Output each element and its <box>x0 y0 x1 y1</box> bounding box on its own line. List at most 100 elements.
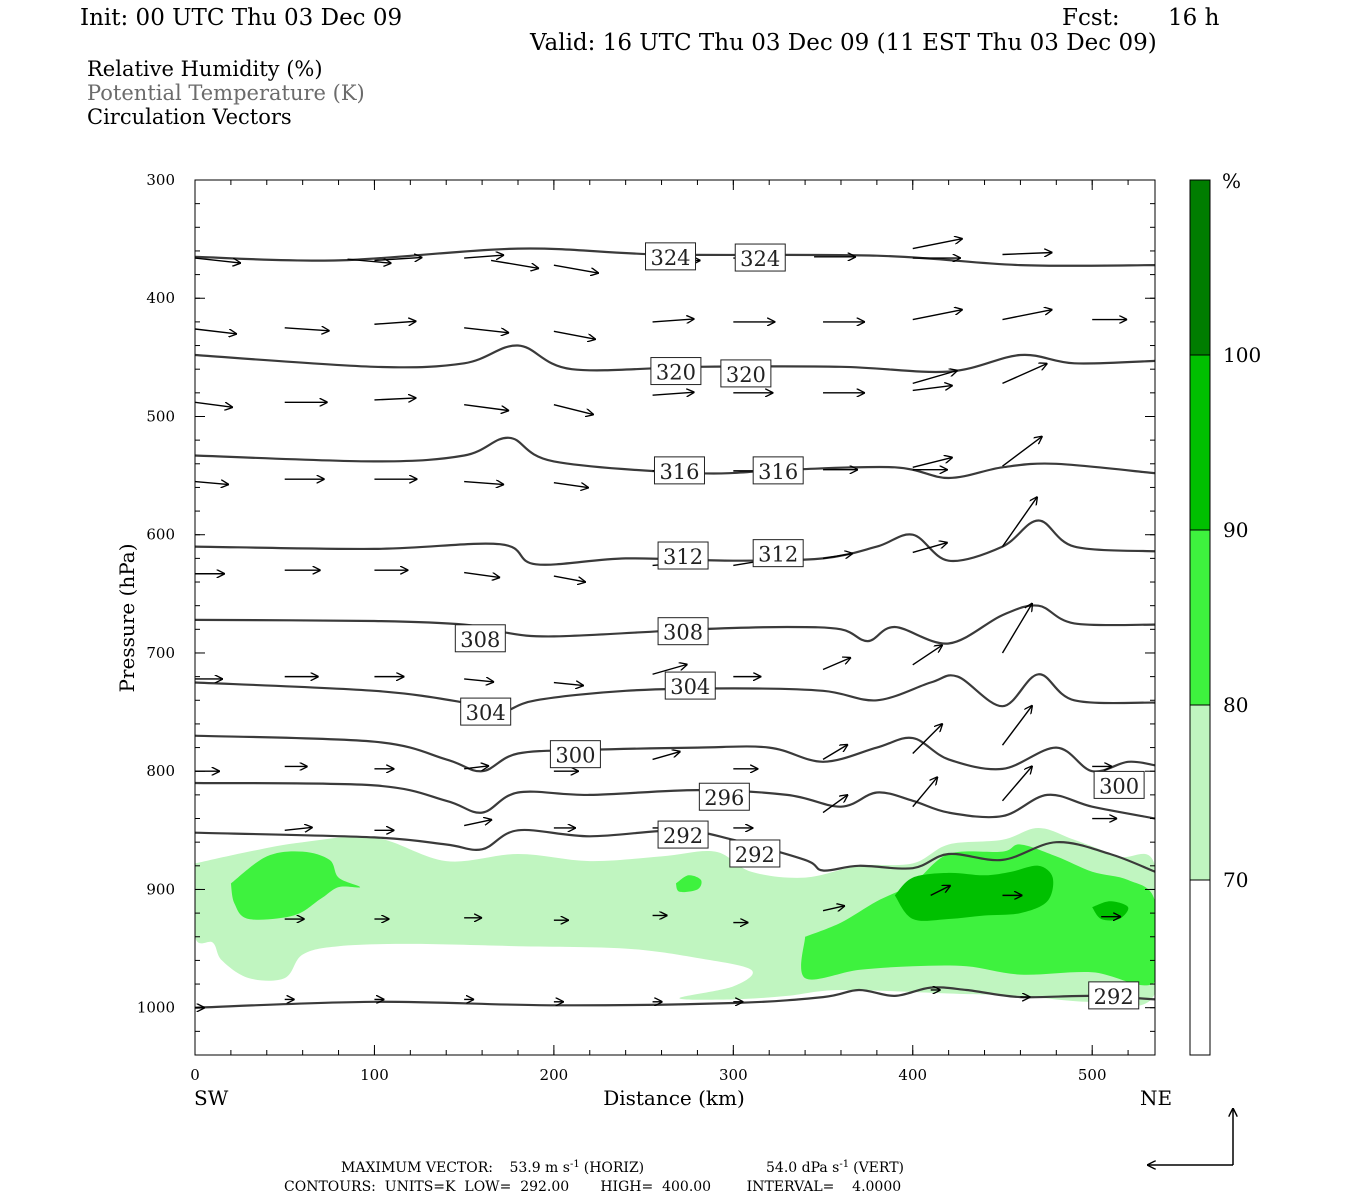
isentrope-300-6 <box>195 734 1155 773</box>
isentrope-label: 324 <box>740 247 780 271</box>
x-tick-label: 300 <box>719 1066 748 1084</box>
circulation-vector <box>374 257 422 260</box>
circulation-vector <box>553 330 596 339</box>
circulation-vector <box>1002 252 1052 254</box>
isentrope-label-box <box>657 617 709 646</box>
circulation-vector <box>553 575 586 582</box>
contours-info: CONTOURS: UNITS=K LOW= 292.00 HIGH= 400.… <box>284 1179 901 1195</box>
circulation-vector <box>284 328 330 331</box>
isentrope-label-box <box>734 243 786 272</box>
circulation-vector <box>822 795 848 814</box>
isentrope-label: 308 <box>460 628 500 652</box>
colorbar-segment <box>1190 180 1210 355</box>
circulation-vector <box>912 385 953 392</box>
colorbar-level-label: 90 <box>1223 518 1248 542</box>
circulation-vector <box>912 645 943 666</box>
svg-text:MAXIMUM VECTOR: 53.9 m s-1: MAXIMUM VECTOR: 53.9 m s-1 (HORIZ) <box>341 1159 644 1176</box>
circulation-vector <box>347 259 392 263</box>
circulation-vector <box>912 370 958 385</box>
x-tick-label: 200 <box>540 1066 569 1084</box>
isentrope-label: 320 <box>726 363 766 387</box>
colorbar-level-label: 70 <box>1223 868 1248 892</box>
isentrope-label-box <box>650 357 702 386</box>
isentrope-label-box <box>698 782 750 811</box>
circulation-vector <box>822 906 845 911</box>
colorbar-segment <box>1190 880 1210 1055</box>
circulation-vector <box>912 777 938 808</box>
circulation-vector <box>1002 310 1052 321</box>
colorbar-frame <box>1189 179 1211 1056</box>
y-tick-label: 800 <box>146 762 175 780</box>
circulation-vector <box>553 264 599 273</box>
axes: 0 100 200 300 400 500 300 400 500 600 700 800 900 100… <box>137 171 1155 1084</box>
circulation-vector <box>652 392 695 395</box>
x-tick-label: 100 <box>360 1066 389 1084</box>
isentrope-labels: 324 324 320 320 316 316 312 312 308 308 304 304 300 3… <box>454 242 1145 1010</box>
x-axis-title: Distance (km) <box>603 1086 745 1110</box>
isentrope-label-box <box>664 671 716 700</box>
max-vector-horiz: 53.9 m s <box>509 1160 570 1176</box>
rh-region-80-90-3 <box>675 875 702 893</box>
isentrope-label: 304 <box>670 675 710 699</box>
isentrope-label-box <box>729 839 781 868</box>
isentrope-label-box <box>1088 981 1140 1010</box>
circulation-vector <box>1002 436 1042 467</box>
circulation-vector <box>464 327 509 333</box>
vert-exponent: -1 <box>839 1159 849 1170</box>
circulation-vector <box>374 398 416 400</box>
isentrope-label-box <box>645 242 697 271</box>
isentrope-label-box <box>549 740 601 769</box>
circulation-vector <box>1001 497 1037 547</box>
horiz-unit: (HORIZ) <box>584 1160 644 1176</box>
isentrope-label-box <box>720 359 772 388</box>
isentrope-label: 312 <box>758 543 798 567</box>
circulation-vector <box>374 321 416 324</box>
colorbar-segment <box>1190 355 1210 530</box>
circulation-vector <box>652 751 681 761</box>
circulation-vector <box>464 766 489 769</box>
isentrope-label: 296 <box>704 786 744 810</box>
isentrope-label-box <box>454 624 506 653</box>
max-vector-label: MAXIMUM VECTOR: <box>341 1160 493 1176</box>
colorbar-level-label: 100 <box>1223 343 1261 367</box>
y-axis-title: Pressure (hPa) <box>115 544 139 693</box>
isentrope-316-2 <box>195 436 1155 480</box>
isentrope-label: 292 <box>1094 985 1134 1009</box>
isentrope-label: 324 <box>650 246 690 270</box>
y-tick-label: 400 <box>146 289 175 307</box>
circulation-vector <box>464 482 504 485</box>
circulation-vectors <box>195 239 1128 1008</box>
colorbar-unit: % <box>1222 169 1241 193</box>
x-tick-label: 0 <box>190 1066 200 1084</box>
circulation-vector <box>195 401 233 407</box>
isentrope-label: 300 <box>1099 774 1139 798</box>
isentrope-312-3 <box>195 519 1155 566</box>
horiz-exponent: -1 <box>570 1159 580 1170</box>
isentrope-296-7 <box>195 781 1155 820</box>
valid-time: Valid: 16 UTC Thu 03 Dec 09 (11 EST Thu … <box>530 30 1157 56</box>
isentrope-label-box <box>657 820 709 849</box>
isentrope-label: 292 <box>663 824 703 848</box>
isentrope-label: 316 <box>659 460 699 484</box>
circulation-vector <box>912 310 963 321</box>
circulation-vector <box>912 457 953 469</box>
isentrope-label: 308 <box>663 621 703 645</box>
circulation-vector <box>652 664 688 675</box>
colorbar-segment <box>1190 705 1210 880</box>
isentrope-label: 320 <box>656 361 696 385</box>
circulation-vector <box>912 723 943 754</box>
colorbar-level-label: 80 <box>1223 693 1248 717</box>
isentrope-label: 304 <box>466 701 506 725</box>
circulation-vector <box>1001 766 1032 802</box>
forecast-hours: 16 h <box>1168 5 1220 31</box>
relative-humidity-fill <box>195 828 1155 1007</box>
init-time: Init: 00 UTC Thu 03 Dec 09 <box>80 5 403 31</box>
rh-region-90-100-4 <box>894 865 1054 921</box>
reference-vector-icon <box>1147 1108 1233 1165</box>
legend-circulation-vectors: Circulation Vectors <box>87 105 292 129</box>
circulation-vector <box>912 239 963 250</box>
circulation-vector <box>195 482 229 485</box>
legend-potential-temperature: Potential Temperature (K) <box>87 81 365 105</box>
svg-text:54.0 dPa s-1(VERT): 54.0 dPa s-1 (VERT) <box>766 1159 904 1176</box>
circulation-vector <box>195 328 237 334</box>
